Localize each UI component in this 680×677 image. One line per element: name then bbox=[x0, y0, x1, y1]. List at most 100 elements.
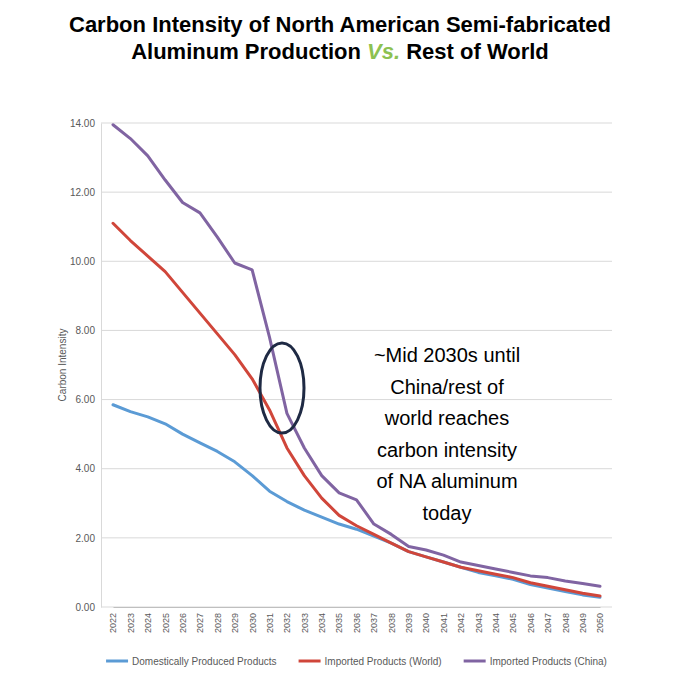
x-tick-label: 2031 bbox=[265, 613, 275, 633]
legend-entry: Imported Products (China) bbox=[464, 656, 607, 667]
x-tick: 2049 bbox=[578, 607, 588, 633]
grid-line bbox=[101, 607, 612, 608]
x-tick-label: 2040 bbox=[421, 613, 431, 633]
x-tick: 2042 bbox=[456, 607, 466, 633]
x-tick-label: 2038 bbox=[387, 613, 397, 633]
grid-line bbox=[101, 261, 612, 262]
x-tick-label: 2047 bbox=[543, 613, 553, 633]
title-word: Carbon bbox=[69, 12, 152, 37]
y-tick: 14.00 bbox=[70, 118, 101, 129]
legend: Domestically Produced Products Imported P… bbox=[106, 656, 607, 667]
x-tick-label: 2022 bbox=[108, 613, 118, 633]
legend-entry: Domestically Produced Products bbox=[106, 656, 277, 667]
grid-line bbox=[101, 123, 612, 124]
x-tick-label: 2049 bbox=[578, 613, 588, 633]
y-tick: 4.00 bbox=[76, 463, 101, 474]
x-tick: 2023 bbox=[126, 607, 136, 633]
annotation-line: China/rest of bbox=[390, 376, 504, 398]
x-tick: 2045 bbox=[508, 607, 518, 633]
legend-swatch bbox=[299, 660, 321, 663]
x-tick: 2044 bbox=[491, 607, 501, 633]
y-tick-label: 14.00 bbox=[70, 118, 95, 129]
grid-line bbox=[101, 468, 612, 469]
x-tick-label: 2044 bbox=[491, 613, 501, 633]
legend-swatch bbox=[464, 660, 486, 663]
legend-entry: Imported Products (World) bbox=[299, 656, 442, 667]
y-tick: 10.00 bbox=[70, 256, 101, 267]
annotation-line: today bbox=[423, 502, 472, 524]
y-tick: 12.00 bbox=[70, 187, 101, 198]
x-tick: 2047 bbox=[543, 607, 553, 633]
title-word: Vs. bbox=[367, 39, 406, 64]
title-word: Intensity bbox=[152, 12, 249, 37]
x-tick-label: 2030 bbox=[248, 613, 258, 633]
y-axis-line bbox=[101, 124, 102, 608]
x-tick-label: 2029 bbox=[230, 613, 240, 633]
x-tick: 2035 bbox=[334, 607, 344, 633]
title-word: Rest bbox=[406, 39, 460, 64]
annotation: ~Mid 2030s until China/rest of world reach… bbox=[374, 344, 520, 524]
grid-line bbox=[101, 537, 612, 538]
y-tick-label: 12.00 bbox=[70, 187, 95, 198]
title-line: Aluminum Production Vs. Rest of World bbox=[131, 39, 549, 64]
x-tick: 2033 bbox=[300, 607, 310, 633]
x-tick-label: 2035 bbox=[334, 613, 344, 633]
x-tick: 2048 bbox=[561, 607, 571, 633]
y-tick: 6.00 bbox=[76, 394, 101, 405]
y-tick-label: 4.00 bbox=[76, 463, 96, 474]
x-tick: 2046 bbox=[526, 607, 536, 633]
x-tick-label: 2033 bbox=[300, 613, 310, 633]
y-tick-label: 10.00 bbox=[70, 256, 95, 267]
x-axis: 2022202320242025202620272028202920302031… bbox=[108, 607, 605, 633]
x-tick-label: 2034 bbox=[317, 613, 327, 633]
x-tick-label: 2042 bbox=[456, 613, 466, 633]
y-tick: 0.00 bbox=[76, 602, 101, 613]
x-tick: 2026 bbox=[178, 607, 188, 633]
x-tick: 2041 bbox=[439, 607, 449, 633]
annotation-line: carbon intensity bbox=[377, 439, 517, 461]
x-tick-label: 2026 bbox=[178, 613, 188, 633]
annotation-line: of NA aluminum bbox=[376, 470, 517, 492]
x-tick: 2038 bbox=[387, 607, 397, 633]
grid-line bbox=[101, 192, 612, 193]
title-word: American bbox=[340, 12, 446, 37]
x-tick: 2037 bbox=[369, 607, 379, 633]
x-tick: 2031 bbox=[265, 607, 275, 633]
x-tick: 2028 bbox=[213, 607, 223, 633]
grid bbox=[101, 123, 612, 607]
legend-swatch bbox=[106, 660, 128, 663]
x-tick: 2022 bbox=[108, 607, 118, 633]
x-tick-label: 2039 bbox=[404, 613, 414, 633]
x-tick: 2027 bbox=[195, 607, 205, 633]
x-tick: 2043 bbox=[474, 607, 484, 633]
annotation-line: world reaches bbox=[384, 407, 510, 429]
x-tick: 2034 bbox=[317, 607, 327, 633]
x-tick-label: 2032 bbox=[282, 613, 292, 633]
x-tick-label: 2023 bbox=[126, 613, 136, 633]
title-word: Aluminum bbox=[131, 39, 245, 64]
series-line bbox=[113, 125, 600, 587]
x-tick: 2025 bbox=[161, 607, 171, 633]
grid-line bbox=[101, 330, 612, 331]
x-tick-label: 2046 bbox=[526, 613, 536, 633]
x-tick-label: 2036 bbox=[352, 613, 362, 633]
legend-label: Imported Products (World) bbox=[325, 656, 442, 667]
x-tick-label: 2025 bbox=[161, 613, 171, 633]
title-word: World bbox=[487, 39, 549, 64]
annotation-line: ~Mid 2030s until bbox=[374, 344, 520, 366]
y-tick-label: 6.00 bbox=[76, 394, 96, 405]
x-tick-label: 2037 bbox=[369, 613, 379, 633]
x-tick-label: 2048 bbox=[561, 613, 571, 633]
y-axis: 0.002.004.006.008.0010.0012.0014.00 bbox=[70, 118, 102, 613]
title: Carbon Intensity of North American Semi-… bbox=[69, 12, 611, 64]
lines bbox=[113, 125, 600, 598]
grid-line bbox=[101, 399, 612, 400]
title-word: Semi-fabricated bbox=[446, 12, 611, 37]
x-tick: 2040 bbox=[421, 607, 431, 633]
title-word: Production bbox=[245, 39, 367, 64]
legend-label: Imported Products (China) bbox=[490, 656, 607, 667]
y-tick-label: 8.00 bbox=[76, 325, 96, 336]
y-tick: 8.00 bbox=[76, 325, 101, 336]
x-tick: 2029 bbox=[230, 607, 240, 633]
x-tick-label: 2050 bbox=[595, 613, 605, 633]
